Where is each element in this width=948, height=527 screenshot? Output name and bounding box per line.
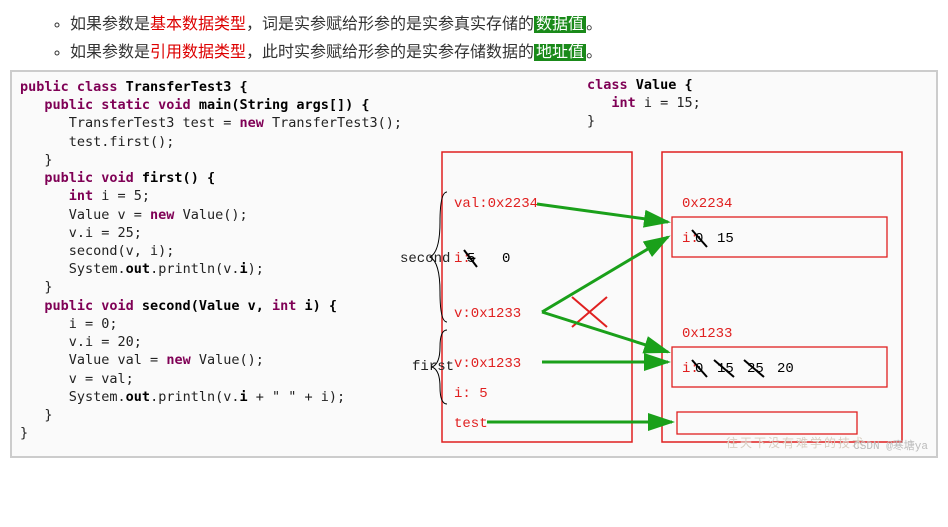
b1-end: 。 (586, 16, 602, 33)
kw: new (239, 115, 263, 131)
t: } (587, 113, 595, 129)
t: i = 0; (20, 316, 118, 332)
b1-mid: ，词是实参赋给形参的是实参真实存储的 (246, 16, 534, 33)
kw: int (272, 298, 305, 314)
faint-text: 往天下没有难学的技术 (726, 436, 866, 452)
kw: new (150, 207, 174, 223)
b2-red: 引用数据类型 (150, 44, 246, 61)
t: second(v, i); (20, 243, 174, 259)
bullet-list: 如果参数是基本数据类型，词是实参赋给形参的是实参真实存储的数据值。 如果参数是引… (30, 10, 938, 62)
watermark: CSDN @寒塘ya (853, 440, 928, 455)
kw: new (166, 352, 190, 368)
kw: public void (20, 170, 142, 186)
kw: class (587, 77, 636, 93)
t: Value v = (20, 207, 150, 223)
m: i) { (304, 298, 337, 314)
cls: TransferTest3 { (126, 79, 248, 95)
kw: public void (20, 298, 142, 314)
t: .println(v. (150, 261, 239, 277)
bullet-1: 如果参数是基本数据类型，词是实参赋给形参的是实参真实存储的数据值。 (70, 10, 938, 34)
t: + " " + i); (248, 389, 346, 405)
kw: public static void (20, 97, 199, 113)
kw: int (587, 95, 644, 111)
t: } (20, 425, 28, 441)
kw: int (20, 188, 101, 204)
t: } (20, 279, 53, 295)
t: .println(v. (150, 389, 239, 405)
t: out (126, 261, 150, 277)
t: Value val = (20, 352, 166, 368)
t: i = 15; (644, 95, 701, 111)
t: v.i = 25; (20, 225, 142, 241)
code-main: public class TransferTest3 { public stat… (20, 78, 928, 442)
bullet-2: 如果参数是引用数据类型，此时实参赋给形参的是实参存储数据的地址值。 (70, 38, 938, 62)
b2-end: 。 (586, 44, 602, 61)
t: out (126, 389, 150, 405)
t: ); (248, 261, 264, 277)
m: first() { (142, 170, 215, 186)
t: v = val; (20, 371, 134, 387)
m: main(String args[]) { (199, 97, 370, 113)
t: Value(); (191, 352, 264, 368)
code-value-class: class Value { int i = 15; } (587, 76, 701, 131)
b1-hl: 数据值 (534, 16, 586, 33)
t: TransferTest3(); (264, 115, 402, 131)
m: second(Value v, (142, 298, 272, 314)
t: test.first(); (20, 134, 174, 150)
t: System. (20, 261, 126, 277)
code-diagram-area: public class TransferTest3 { public stat… (10, 70, 938, 458)
b2-hl: 地址值 (534, 44, 586, 61)
t: Value(); (174, 207, 247, 223)
t: TransferTest3 test = (20, 115, 239, 131)
cls: Value { (636, 77, 693, 93)
b2-mid: ，此时实参赋给形参的是实参存储数据的 (246, 44, 534, 61)
t: } (20, 152, 53, 168)
kw: public class (20, 79, 126, 95)
t: System. (20, 389, 126, 405)
b1-prefix: 如果参数是 (70, 16, 150, 33)
t: i = 5; (101, 188, 150, 204)
t: i (239, 389, 247, 405)
t: v.i = 20; (20, 334, 142, 350)
b1-red: 基本数据类型 (150, 16, 246, 33)
t: i (239, 261, 247, 277)
t: } (20, 407, 53, 423)
b2-prefix: 如果参数是 (70, 44, 150, 61)
